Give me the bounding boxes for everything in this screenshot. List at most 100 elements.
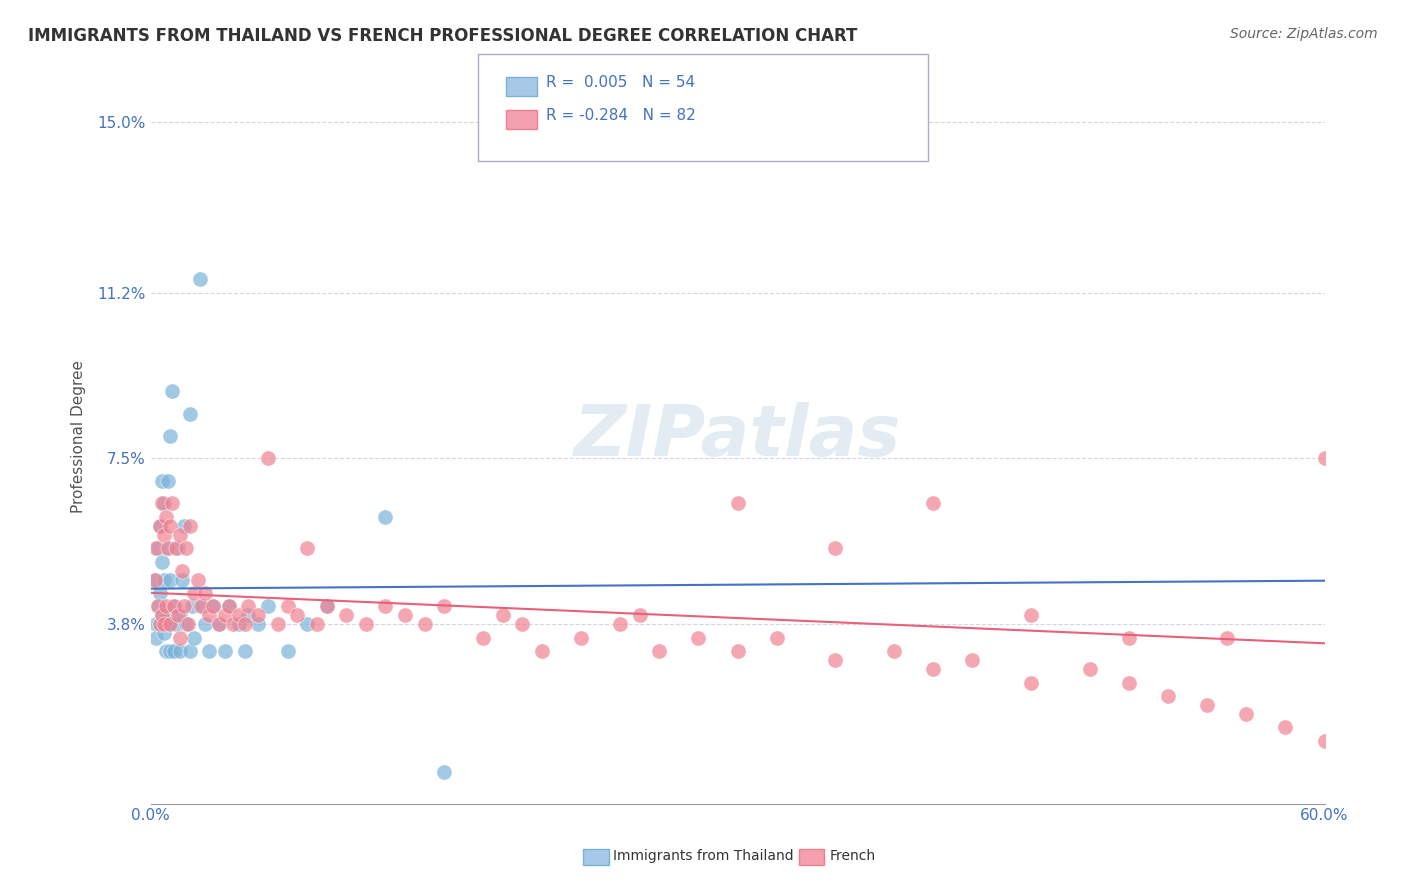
Point [1019, 608, 1042, 623]
Point [180, 599, 202, 614]
Point [315, 599, 337, 614]
Point [295, 541, 318, 555]
Point [153, 626, 176, 640]
Point [173, 599, 195, 614]
Point [354, 617, 377, 632]
Point [153, 496, 176, 510]
Point [218, 599, 240, 614]
Text: IMMIGRANTS FROM THAILAND VS FRENCH PROFESSIONAL DEGREE CORRELATION CHART: IMMIGRANTS FROM THAILAND VS FRENCH PROFE… [28, 27, 858, 45]
Point [149, 617, 172, 632]
Point [228, 608, 250, 623]
Point [208, 617, 231, 632]
Point [150, 608, 173, 623]
Point [247, 617, 270, 632]
Point [149, 617, 172, 632]
Point [609, 617, 631, 632]
Point [193, 599, 215, 614]
Point [202, 599, 225, 614]
Point [1234, 706, 1257, 721]
Point [1313, 734, 1336, 748]
Point [173, 518, 195, 533]
Point [727, 496, 749, 510]
Point [305, 617, 328, 632]
Point [179, 518, 201, 533]
Point [143, 573, 166, 587]
Point [238, 599, 260, 614]
Point [155, 509, 177, 524]
Point [277, 644, 299, 658]
Point [315, 599, 337, 614]
Point [148, 599, 170, 614]
Point [228, 617, 250, 632]
Point [183, 631, 205, 645]
Point [1197, 698, 1219, 712]
Point [165, 617, 187, 632]
Point [160, 496, 183, 510]
Point [727, 644, 749, 658]
Point [1313, 451, 1336, 466]
Point [150, 496, 173, 510]
Point [145, 631, 167, 645]
Point [569, 631, 592, 645]
Point [922, 496, 945, 510]
Point [169, 644, 191, 658]
Text: ZIPatlas: ZIPatlas [574, 401, 901, 471]
Point [188, 272, 211, 286]
Point [179, 407, 201, 421]
Point [1216, 631, 1239, 645]
Point [765, 631, 787, 645]
Text: Immigrants from Thailand: Immigrants from Thailand [613, 849, 793, 863]
Point [150, 608, 173, 623]
Y-axis label: Professional Degree: Professional Degree [72, 359, 86, 513]
Point [824, 653, 846, 667]
Point [174, 617, 197, 632]
Point [177, 617, 200, 632]
Point [238, 608, 260, 623]
Text: R = -0.284   N = 82: R = -0.284 N = 82 [546, 109, 696, 123]
Point [512, 617, 534, 632]
Point [149, 518, 172, 533]
Point [163, 599, 186, 614]
Point [1019, 675, 1042, 690]
Point [167, 541, 190, 555]
Point [1118, 631, 1140, 645]
Text: R =  0.005   N = 54: R = 0.005 N = 54 [546, 75, 695, 89]
Point [433, 599, 456, 614]
Point [145, 617, 167, 632]
Point [159, 518, 181, 533]
Point [179, 644, 201, 658]
Point [824, 541, 846, 555]
Point [267, 617, 290, 632]
Point [169, 608, 191, 623]
Point [472, 631, 495, 645]
Point [222, 617, 245, 632]
Text: French: French [830, 849, 876, 863]
Point [198, 608, 221, 623]
Point [148, 541, 170, 555]
Point [648, 644, 671, 658]
Point [148, 599, 170, 614]
Point [149, 586, 172, 600]
Point [628, 608, 651, 623]
Point [155, 599, 177, 614]
Point [335, 608, 357, 623]
Text: Source: ZipAtlas.com: Source: ZipAtlas.com [1230, 27, 1378, 41]
Point [257, 599, 280, 614]
Point [170, 564, 193, 578]
Point [143, 573, 166, 587]
Point [295, 617, 318, 632]
Point [194, 586, 217, 600]
Point [233, 644, 256, 658]
Point [883, 644, 905, 658]
Point [150, 555, 173, 569]
Point [214, 608, 236, 623]
Point [170, 573, 193, 587]
Point [145, 541, 167, 555]
Point [155, 644, 177, 658]
Point [190, 599, 212, 614]
Point [233, 617, 256, 632]
Point [153, 527, 176, 541]
Point [374, 509, 396, 524]
Point [1274, 720, 1296, 734]
Point [688, 631, 710, 645]
